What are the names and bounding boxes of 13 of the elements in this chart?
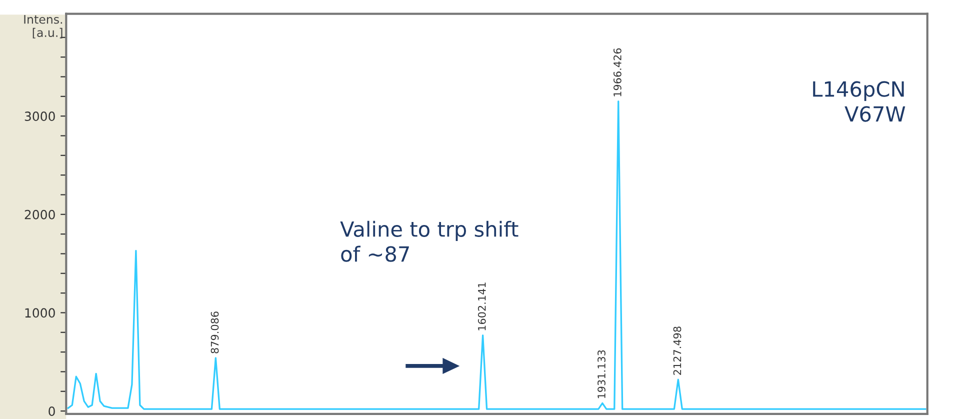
y-axis-title: Intens. [a.u.] (24, 15, 62, 38)
y-tick-label: 1000 (25, 308, 55, 318)
annotation: Valine to trp shift of ~87 (340, 220, 518, 262)
annotation: 2127.498 (673, 326, 682, 375)
annotation: L146pCN V67W (813, 81, 906, 122)
y-tick-label: 2000 (24, 210, 55, 220)
line-series (67, 100, 926, 410)
annotation: 1966.426 (614, 48, 622, 96)
annotation: 1931.133 (598, 350, 606, 398)
annotation: 879.086 (210, 312, 219, 354)
y-tick-label: 0 (48, 406, 55, 416)
annotation: 1602.141 (478, 282, 486, 330)
y-tick-label: 3000 (24, 112, 55, 121)
